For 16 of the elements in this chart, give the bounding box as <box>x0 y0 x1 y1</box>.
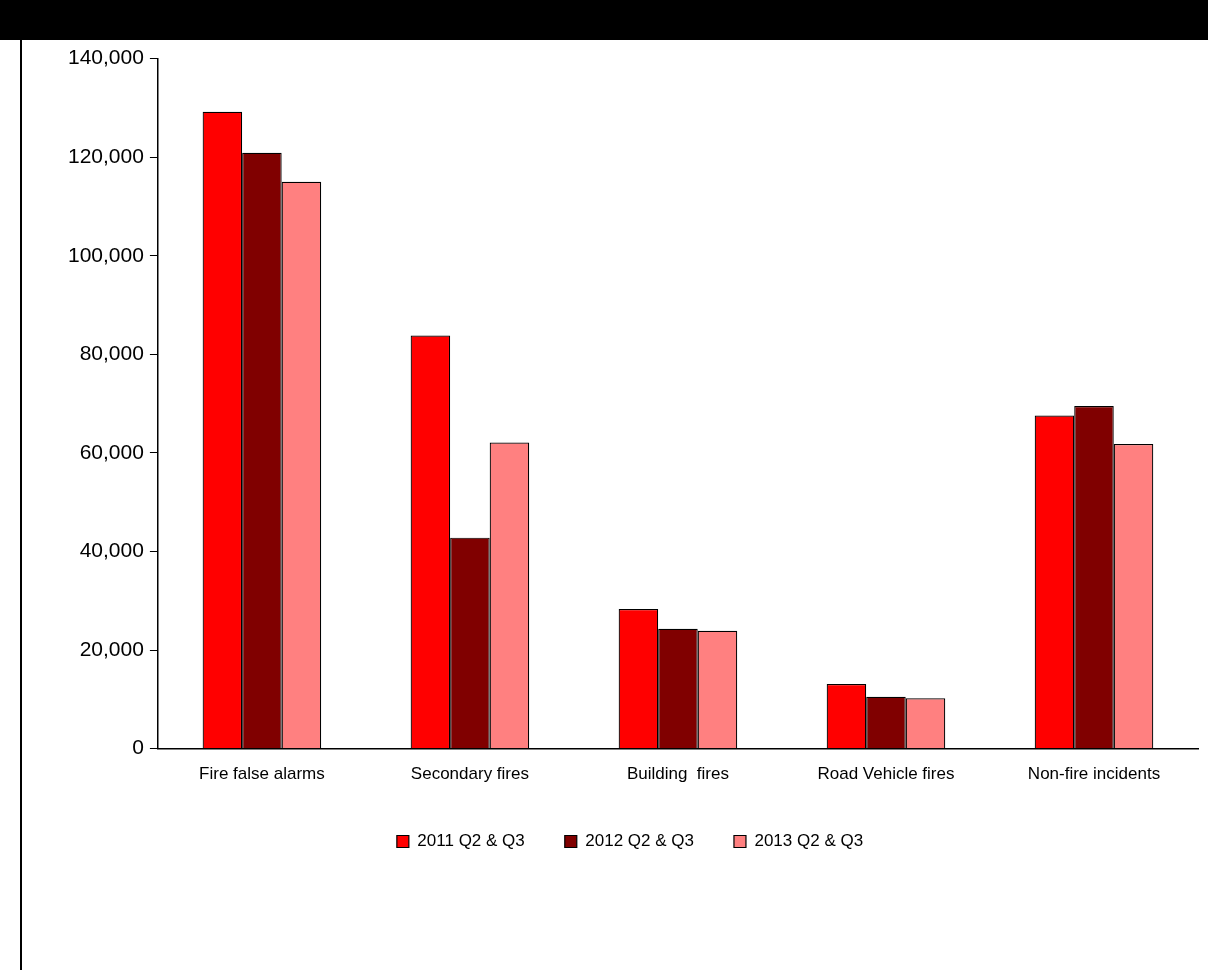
x-tick-label: Non-fire incidents <box>1027 764 1161 784</box>
y-tick-label: 140,000 <box>67 45 144 69</box>
y-tick-label: 100,000 <box>67 242 144 266</box>
legend-label: 2011 Q2 & Q3 <box>417 831 525 851</box>
y-tick-label: 0 <box>132 735 144 759</box>
y-tick-label: 40,000 <box>79 538 144 562</box>
legend-label: 2013 Q2 & Q3 <box>754 831 864 851</box>
y-tick-label: 80,000 <box>79 341 144 365</box>
x-tick-label: Fire false alarms <box>199 764 325 784</box>
y-tick-label: 20,000 <box>79 636 144 660</box>
x-tick-label: Road Vehicle fires <box>817 764 955 784</box>
y-tick-label: 120,000 <box>67 143 144 167</box>
y-tick-label: 60,000 <box>79 439 144 463</box>
x-tick-label: Building fires <box>626 764 729 784</box>
legend-label: 2012 Q2 & Q3 <box>585 831 694 851</box>
x-tick-label: Secondary fires <box>410 764 529 784</box>
